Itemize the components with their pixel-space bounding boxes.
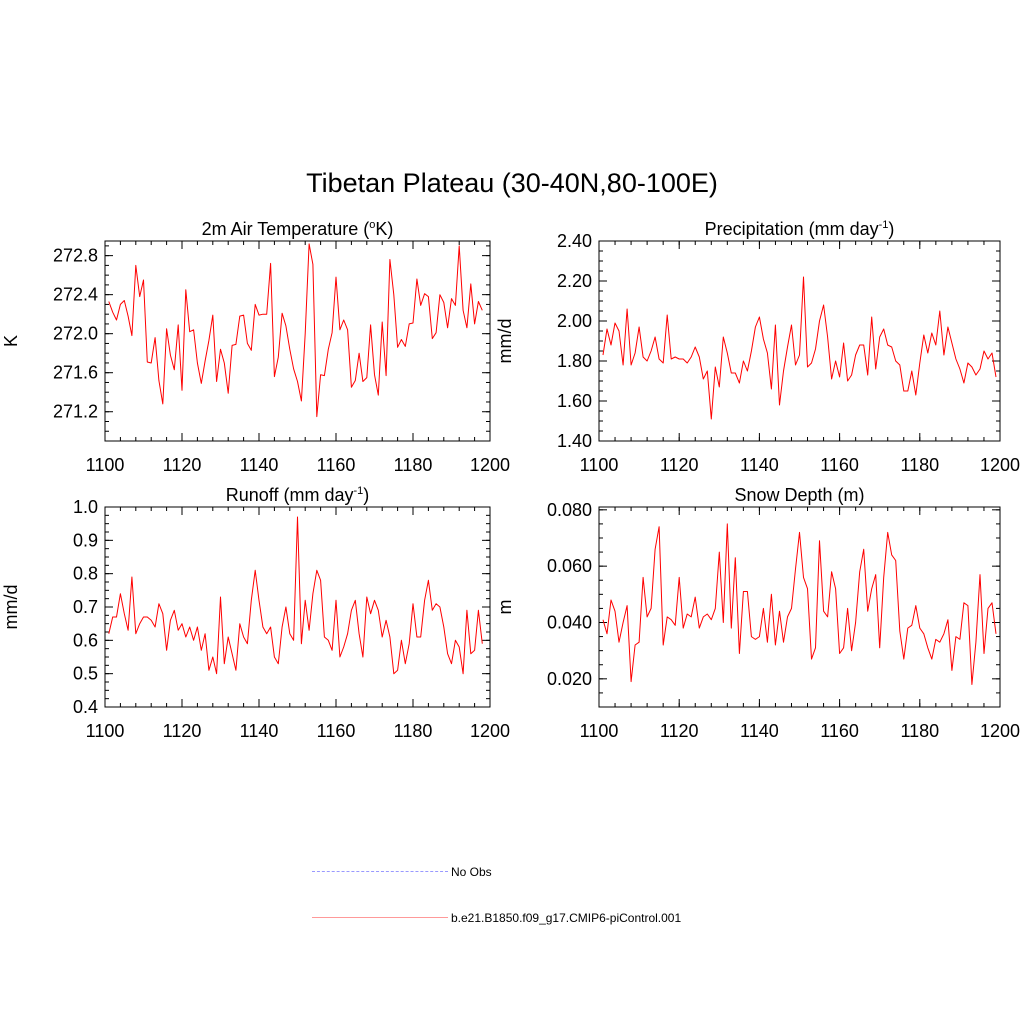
- y-tick-label: 0.7: [73, 597, 98, 617]
- y-tick-label: 0.6: [73, 630, 98, 650]
- plot-frame: [104, 240, 491, 442]
- x-tick-label: 1100: [86, 721, 125, 741]
- x-tick-label: 1100: [580, 721, 619, 741]
- y-tick-label: 0.060: [547, 556, 592, 576]
- x-tick-label: 1180: [394, 721, 433, 741]
- plot-frame: [598, 240, 1001, 442]
- page-title: Tibetan Plateau (30-40N,80-100E): [306, 168, 718, 198]
- chart-panel-2: 1100 1120 1140 1160 1180 1200 1.40 1.60 1.80 2.00…: [495, 219, 1020, 475]
- legend-item-model-run: b.e21.B1850.f09_g17.CMIP6-piControl.001: [312, 908, 732, 928]
- panel-title: Precipitation (mm day-1): [705, 219, 895, 239]
- y-tick-label: 0.040: [547, 612, 592, 632]
- y-tick-label: 0.8: [73, 564, 98, 584]
- x-tick-label: 1140: [240, 721, 279, 741]
- y-tick-label: 0.4: [73, 697, 98, 717]
- y-tick-label: 0.9: [73, 530, 98, 550]
- x-tick-label: 1140: [740, 721, 779, 741]
- y-tick-label: 1.0: [73, 497, 98, 517]
- x-tick-label: 1160: [317, 721, 356, 741]
- x-tick-label: 1120: [163, 455, 202, 475]
- legend-label: No Obs: [451, 865, 492, 879]
- y-tick-label: 0.020: [547, 669, 592, 689]
- x-tick-label: 1180: [394, 455, 433, 475]
- y-tick-label: 272.4: [53, 285, 98, 305]
- y-tick-label: 1.60: [557, 391, 592, 411]
- x-tick-label: 1120: [660, 721, 699, 741]
- y-tick-label: 2.40: [557, 231, 592, 251]
- x-tick-label: 1160: [820, 721, 859, 741]
- y-tick-label: 271.2: [53, 402, 98, 422]
- x-tick-label: 1100: [86, 455, 125, 475]
- x-tick-label: 1120: [660, 455, 699, 475]
- legend-label: b.e21.B1850.f09_g17.CMIP6-piControl.001: [451, 911, 682, 925]
- x-tick-label: 1100: [580, 455, 619, 475]
- x-tick-label: 1120: [163, 721, 202, 741]
- y-tick-label: 271.6: [53, 363, 98, 383]
- x-tick-label: 1180: [900, 721, 939, 741]
- x-tick-label: 1200: [470, 721, 510, 741]
- x-tick-label: 1200: [470, 455, 510, 475]
- y-tick-label: 1.40: [557, 431, 592, 451]
- y-tick-label: 0.080: [547, 500, 592, 520]
- legend-item-no-obs: No Obs: [312, 862, 732, 882]
- legend-swatch-dashed: [312, 871, 448, 872]
- legend-swatch-solid: [312, 917, 448, 918]
- x-tick-label: 1180: [900, 455, 939, 475]
- panel-title: Runoff (mm day-1): [226, 485, 370, 505]
- series-line: [108, 516, 483, 675]
- y-tick-label: 2.00: [557, 311, 592, 331]
- x-tick-label: 1160: [317, 455, 356, 475]
- chart-panel-3: 1100 1120 1140 1160 1180 1200 0.4 0.5 0.6 0.7 0.8 0…: [1, 485, 510, 741]
- y-tick-label: 1.80: [557, 351, 592, 371]
- y-axis-label: mm/d: [495, 319, 515, 364]
- panel-title: Snow Depth (m): [734, 485, 864, 505]
- y-axis-label: mm/d: [1, 585, 21, 630]
- y-axis-label: K: [1, 335, 21, 347]
- series-line: [108, 243, 483, 418]
- y-tick-label: 272.8: [53, 246, 98, 266]
- y-tick-label: 2.20: [557, 271, 592, 291]
- x-tick-label: 1140: [740, 455, 779, 475]
- x-tick-label: 1140: [240, 455, 279, 475]
- y-tick-label: 272.0: [53, 324, 98, 344]
- plot-frame: [598, 506, 1001, 708]
- x-tick-label: 1200: [980, 455, 1020, 475]
- chart-panel-1: 1100 1120 1140 1160 1180 1200 271.2 271.6 272.0 2…: [1, 219, 510, 475]
- series-line: [602, 276, 997, 420]
- x-tick-label: 1200: [980, 721, 1020, 741]
- x-tick-label: 1160: [820, 455, 859, 475]
- panel-title: 2m Air Temperature (oK): [202, 219, 394, 239]
- y-tick-label: 0.5: [73, 664, 98, 684]
- chart-panel-4: 1100 1120 1140 1160 1180 1200 0.020 0.040 0.060 0…: [495, 485, 1020, 741]
- y-axis-label: m: [495, 600, 515, 615]
- series-line: [602, 523, 997, 685]
